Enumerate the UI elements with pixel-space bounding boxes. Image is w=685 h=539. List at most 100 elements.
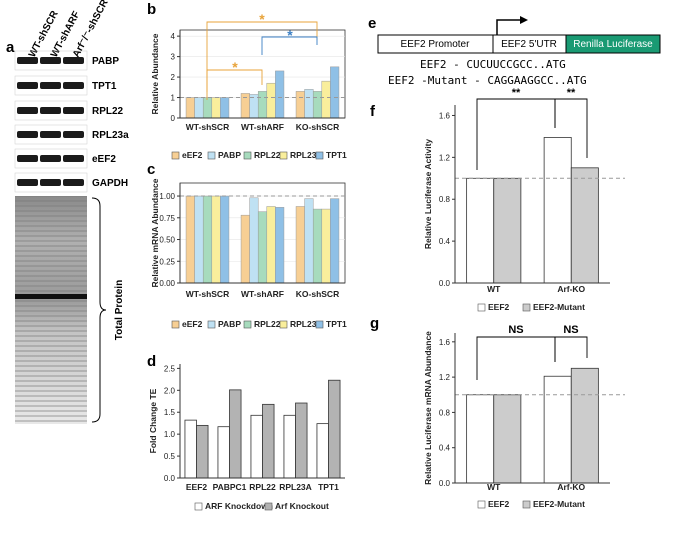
chart: 0 1 2 3 4 WT-shSCR WT-shARF KO-shSCR Relative Ab…	[150, 11, 347, 160]
bar	[570, 367, 599, 484]
bar	[266, 206, 276, 284]
annotation: NS	[508, 324, 523, 336]
blot-band	[63, 155, 84, 162]
blot-band	[63, 107, 84, 114]
x-tick-label: KO-shSCR	[296, 122, 339, 132]
y-tick-label: 0.4	[439, 444, 451, 453]
legend-label: EEF2-Mutant	[533, 302, 585, 312]
chart: 0.0 0.5 1.0 1.5 2.0 2.5 EEF2 PABPC1 RPL22 RPL23A T…	[148, 364, 345, 511]
y-tick-label: 1.00	[159, 192, 175, 201]
bar	[194, 97, 204, 119]
y-tick-label: 2.0	[164, 386, 176, 395]
legend-swatch	[207, 320, 216, 329]
legend-label: RPL23A	[290, 150, 323, 160]
band-label: RPL22	[92, 106, 124, 117]
y-tick-label: 0.5	[164, 452, 176, 461]
significance-bracket	[554, 98, 588, 158]
panel-label: e	[368, 15, 376, 32]
y-tick-label: 0.0	[164, 474, 176, 483]
lane-label: Arf⁻/⁻-shSCR	[71, 0, 111, 59]
legend-swatch	[522, 303, 531, 312]
bar	[312, 91, 323, 119]
y-tick-label: 0.25	[159, 257, 175, 266]
sequence: EEF2 - CUCUUCCGCC..ATG	[420, 58, 566, 71]
panel-label: f	[370, 103, 376, 120]
bar	[543, 137, 572, 284]
construct-part: EEF2 Promoter	[401, 39, 471, 50]
y-tick-label: 0.50	[159, 236, 175, 245]
sequence: EEF2 -Mutant - CAGGAAGGCC..ATG	[388, 74, 587, 87]
bar	[220, 97, 230, 119]
bar	[196, 424, 209, 479]
x-tick-label: WT-shSCR	[186, 289, 229, 299]
bar	[321, 80, 331, 119]
blot-band	[17, 82, 38, 89]
band-label: GAPDH	[92, 178, 128, 189]
construct-part: EEF2 5'UTR	[501, 39, 557, 50]
bar	[295, 402, 308, 479]
annotation: NS	[563, 324, 578, 336]
bar	[543, 375, 572, 484]
y-tick-label: 1.6	[439, 338, 451, 347]
x-tick-label: Arf-KO	[557, 284, 585, 294]
construct-part: Renilla Luciferase	[573, 39, 653, 50]
y-tick-label: 0.75	[159, 214, 175, 223]
x-tick-label: WT-shSCR	[186, 122, 229, 132]
blot-band	[63, 179, 84, 186]
significance-bracket	[554, 336, 588, 362]
blot-band	[40, 57, 61, 64]
bar	[211, 195, 221, 284]
y-tick-label: 0.8	[439, 195, 451, 204]
bar	[328, 379, 341, 479]
significance-bracket	[476, 336, 556, 380]
y-tick-label: 0.4	[439, 237, 451, 246]
legend-swatch	[207, 151, 216, 160]
legend-swatch	[477, 500, 486, 509]
total-protein-label: Total Protein	[114, 280, 125, 340]
y-tick-label: 4	[171, 32, 176, 41]
band-label: RPL23a	[92, 130, 129, 141]
bar	[257, 211, 268, 284]
blot-band	[17, 107, 38, 114]
bar	[493, 177, 522, 284]
bar	[466, 394, 495, 484]
bar	[184, 419, 197, 479]
bar	[217, 426, 230, 479]
brace	[91, 197, 107, 423]
bar	[312, 208, 323, 284]
legend-swatch	[522, 500, 531, 509]
legend-swatch	[477, 303, 486, 312]
legend-swatch	[243, 151, 252, 160]
x-tick-label: Arf-KO	[557, 482, 585, 492]
x-tick-label: WT	[487, 284, 501, 294]
blot-band	[17, 57, 38, 64]
x-tick-label: WT-shARF	[241, 289, 284, 299]
blot-frame	[14, 172, 88, 193]
y-tick-label: 3	[171, 53, 176, 62]
legend-swatch	[264, 502, 273, 511]
bar	[316, 423, 329, 479]
blot-band	[17, 179, 38, 186]
y-tick-label: 2	[171, 73, 176, 82]
y-axis-title: Relative Luciferase Activity	[423, 139, 433, 250]
blot-frame	[14, 75, 88, 96]
blot-band	[17, 155, 38, 162]
blot-frame	[14, 100, 88, 121]
bar	[220, 195, 230, 284]
bar	[249, 197, 259, 284]
luciferase-box	[565, 34, 661, 54]
legend-label: EEF2	[488, 499, 510, 509]
y-tick-label: 1.0	[164, 430, 176, 439]
y-tick-label: 1.5	[164, 408, 176, 417]
y-tick-label: 1.2	[439, 373, 451, 382]
legend-label: eEF2	[182, 319, 203, 329]
bar	[185, 97, 195, 119]
bar	[304, 89, 314, 119]
blot-band	[40, 155, 61, 162]
blot-frame	[14, 124, 88, 145]
bar	[275, 207, 285, 284]
tss-arrow	[496, 19, 522, 35]
bar	[304, 198, 314, 284]
legend-label: ARF Knockdown	[205, 501, 273, 511]
